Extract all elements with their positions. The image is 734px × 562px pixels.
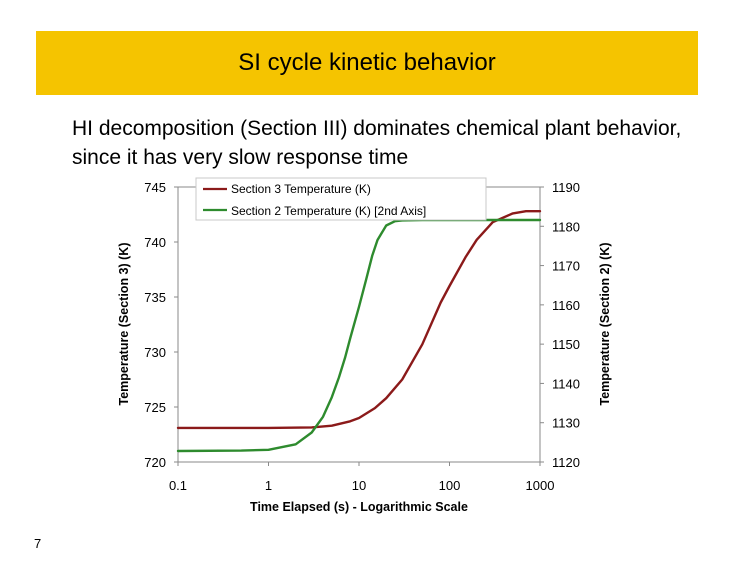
y-tick-label: 745: [144, 180, 166, 195]
legend: Section 3 Temperature (K) Section 2 Temp…: [195, 177, 487, 221]
y-tick-label: 740: [144, 235, 166, 250]
y2-tick-label: 1150: [552, 337, 580, 352]
y2-tick-label: 1170: [552, 259, 580, 274]
y-tick-label: 735: [144, 290, 166, 305]
y-tick-label: 720: [144, 455, 166, 470]
y-tick-label: 725: [144, 400, 166, 415]
y2-tick-label: 1120: [552, 455, 580, 470]
slide-number: 7: [34, 536, 42, 551]
x-tick-label: 10: [352, 478, 366, 493]
y2-axis-title: Temperature (Section 2) (K): [598, 243, 612, 406]
slide-subtitle: HI decomposition (Section III) dominates…: [72, 117, 682, 169]
y2-tick-label: 1180: [552, 219, 580, 234]
title-bar: SI cycle kinetic behavior: [36, 31, 698, 95]
plot-area: [177, 186, 541, 463]
x-axis-title: Time Elapsed (s) - Logarithmic Scale: [250, 500, 468, 514]
x-tick-label: 1: [265, 478, 272, 493]
y2-tick-label: 1140: [552, 376, 580, 391]
legend-box: [195, 177, 487, 221]
y-axis-title: Temperature (Section 3) (K): [117, 243, 131, 406]
series-line-section-2: [176, 218, 542, 453]
x-tick-label: 0.1: [169, 478, 187, 493]
x-tick-label: 100: [439, 478, 461, 493]
legend-label-section-3: Section 3 Temperature (K): [231, 182, 371, 196]
y2-tick-label: 1130: [552, 416, 580, 431]
y-tick-label: 730: [144, 345, 166, 360]
y2-tick-label: 1160: [552, 298, 580, 313]
slide-title: SI cycle kinetic behavior: [238, 49, 496, 76]
y2-tick-label: 1190: [552, 180, 580, 195]
x-tick-label: 1000: [526, 478, 555, 493]
legend-label-section-2: Section 2 Temperature (K) [2nd Axis]: [231, 204, 426, 218]
